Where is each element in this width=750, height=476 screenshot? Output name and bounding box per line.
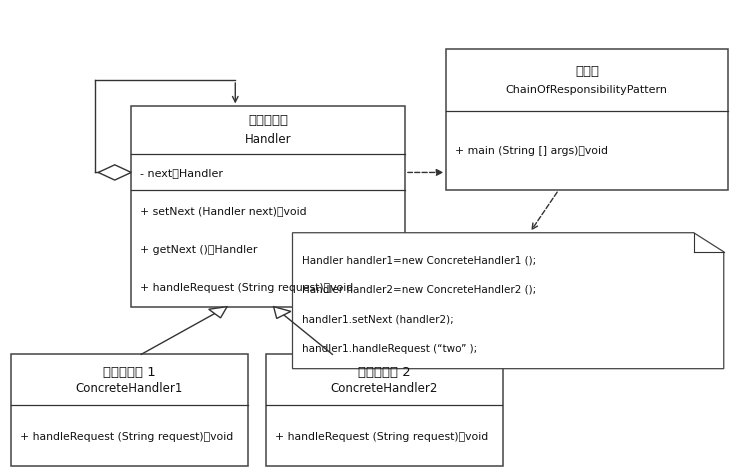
Text: + handleRequest (String request)：void: + handleRequest (String request)：void	[140, 283, 353, 293]
Text: ConcreteHandler1: ConcreteHandler1	[76, 381, 183, 394]
Text: ChainOfResponsibilityPattern: ChainOfResponsibilityPattern	[506, 84, 668, 94]
Polygon shape	[98, 166, 131, 181]
Text: Handler handler1=new ConcreteHandler1 ();: Handler handler1=new ConcreteHandler1 ()…	[302, 255, 536, 265]
Bar	[266, 355, 503, 466]
Text: 客户类: 客户类	[574, 65, 598, 78]
Bar	[446, 50, 728, 190]
Text: 具体处理者 1: 具体处理者 1	[103, 365, 156, 378]
Polygon shape	[274, 307, 291, 319]
Bar	[131, 107, 405, 307]
Text: 具体处理者 2: 具体处理者 2	[358, 365, 411, 378]
Polygon shape	[292, 233, 724, 369]
Text: + setNext (Handler next)：void: + setNext (Handler next)：void	[140, 206, 307, 215]
Text: Handler handler2=new ConcreteHandler2 ();: Handler handler2=new ConcreteHandler2 ()…	[302, 284, 536, 294]
Text: + handleRequest (String request)：void: + handleRequest (String request)：void	[20, 431, 233, 441]
Text: handler1.setNext (handler2);: handler1.setNext (handler2);	[302, 314, 453, 324]
Text: + main (String [] args)：void: + main (String [] args)：void	[455, 146, 608, 156]
Polygon shape	[209, 307, 227, 318]
Text: handler1.handleRequest (“two” );: handler1.handleRequest (“two” );	[302, 343, 477, 353]
Text: Handler: Handler	[244, 133, 292, 146]
Text: - next：Handler: - next：Handler	[140, 168, 224, 178]
Bar	[11, 355, 248, 466]
Text: + handleRequest (String request)：void: + handleRequest (String request)：void	[275, 431, 488, 441]
Text: + getNext ()：Handler: + getNext ()：Handler	[140, 244, 258, 254]
Text: 抄象处理者: 抄象处理者	[248, 114, 288, 127]
Text: ConcreteHandler2: ConcreteHandler2	[331, 381, 438, 394]
